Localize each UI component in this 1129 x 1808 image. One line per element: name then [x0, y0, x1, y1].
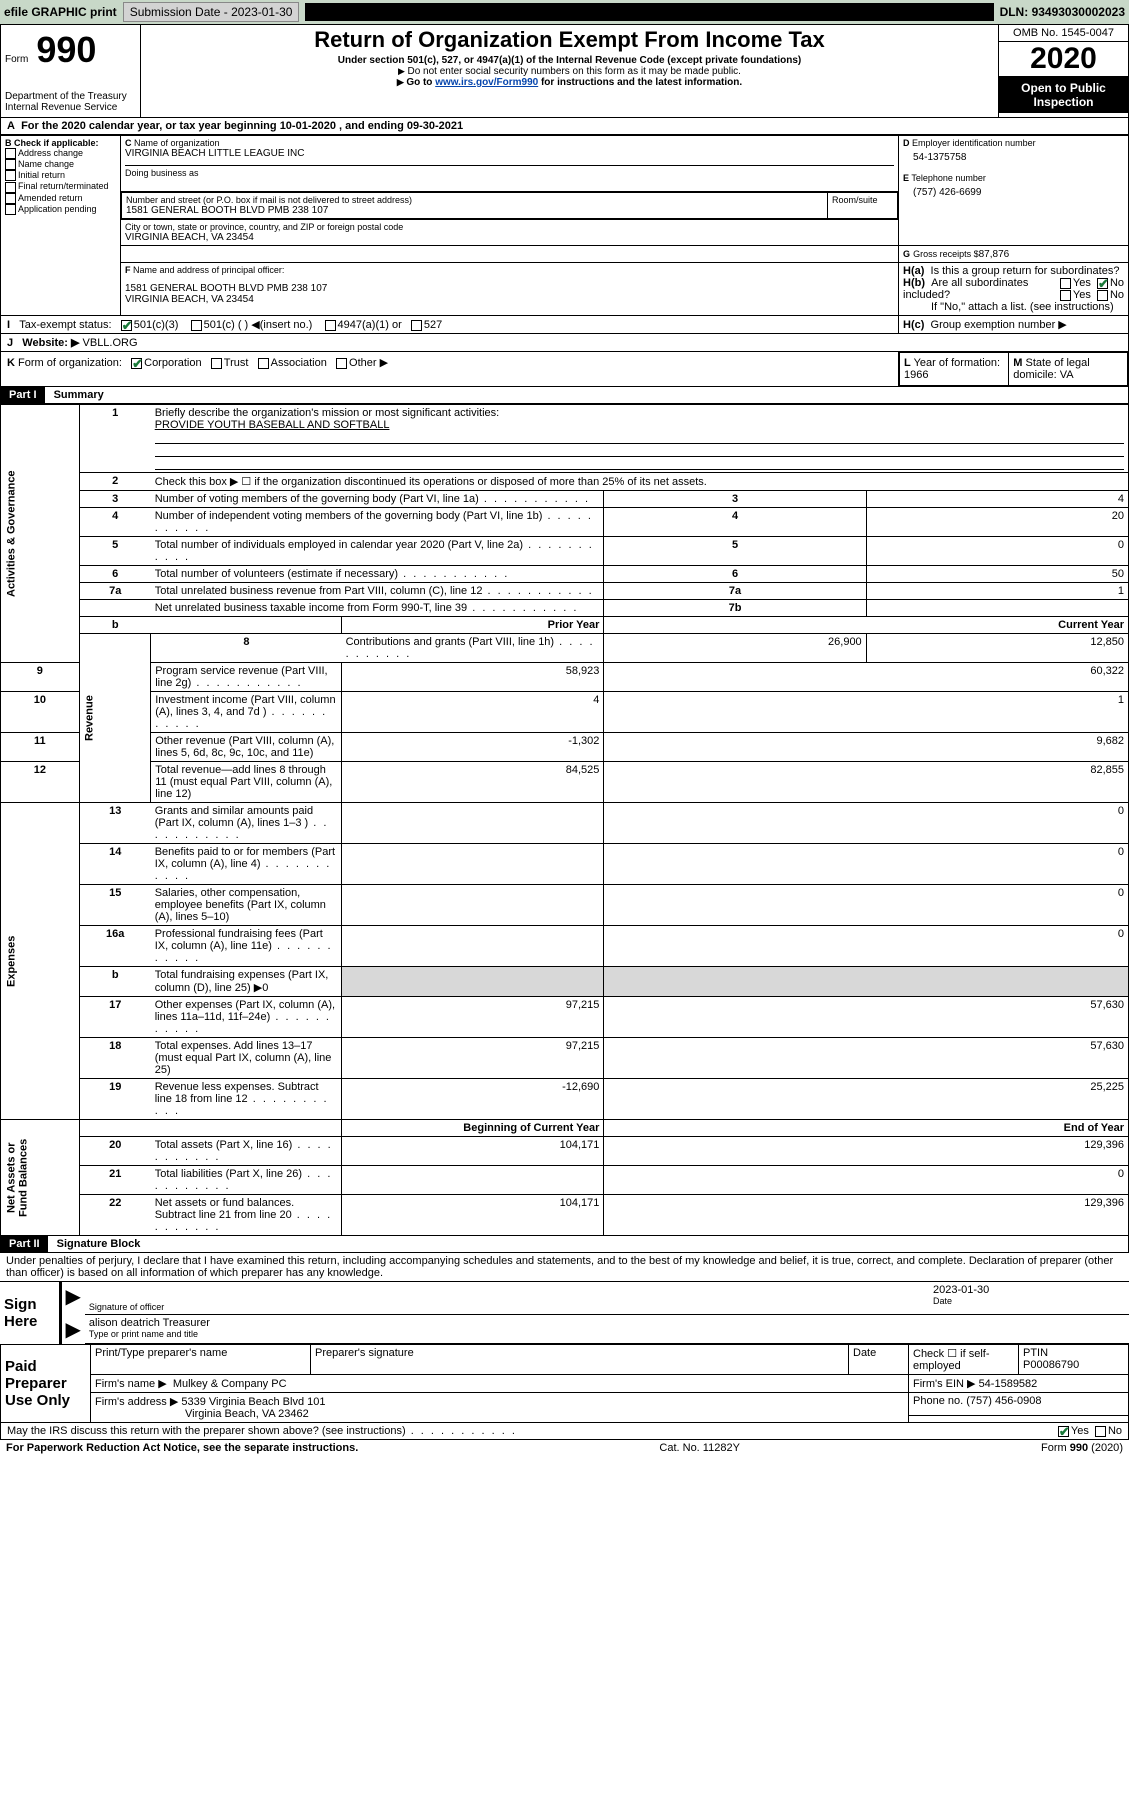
side-revenue: Revenue [79, 634, 151, 803]
discuss-row: May the IRS discuss this return with the… [0, 1423, 1129, 1440]
paid-preparer-block: Paid Preparer Use Only Print/Type prepar… [0, 1344, 1129, 1423]
cb-501c[interactable] [191, 320, 202, 331]
cb-trust[interactable] [211, 358, 222, 369]
side-expenses: Expenses [1, 803, 80, 1120]
cb-app-pending[interactable] [5, 204, 16, 215]
cb-amended[interactable] [5, 193, 16, 204]
open-to-public: Open to Public Inspection [999, 77, 1128, 113]
form-header: Form990 Department of the Treasury Inter… [0, 24, 1129, 118]
form-word: Form [5, 54, 28, 65]
p1-row-5: 5Total number of individuals employed in… [1, 537, 1129, 566]
mission-text: PROVIDE YOUTH BASEBALL AND SOFTBALL [155, 419, 390, 431]
form-number: 990 [28, 25, 104, 74]
section-g: G Gross receipts $87,876 [899, 246, 1129, 263]
section-c-name: C Name of organization VIRGINIA BEACH LI… [121, 136, 899, 192]
section-c-addr: Number and street (or P.O. box if mail i… [121, 192, 899, 246]
cb-hb-yes[interactable] [1060, 290, 1071, 301]
cb-address-change[interactable] [5, 148, 16, 159]
omb-number: OMB No. 1545-0047 [999, 25, 1128, 41]
section-k: K Form of organization: Corporation Trus… [1, 352, 899, 387]
page-footer: For Paperwork Reduction Act Notice, see … [0, 1440, 1129, 1456]
tax-year: 2020 [999, 41, 1128, 77]
p1-row-6: 6Total number of volunteers (estimate if… [1, 566, 1129, 583]
row-a-period: A For the 2020 calendar year, or tax yea… [0, 118, 1129, 135]
efile-topbar: efile GRAPHIC print Submission Date - 20… [0, 0, 1129, 24]
cb-ha-no[interactable] [1097, 278, 1108, 289]
section-i: I Tax-exempt status: 501(c)(3) 501(c) ( … [1, 316, 899, 334]
form-title: Return of Organization Exempt From Incom… [141, 25, 998, 55]
part1-table: Activities & Governance 1 Briefly descri… [0, 404, 1129, 1236]
cb-initial-return[interactable] [5, 170, 16, 181]
section-j: J Website: ▶ VBLL.ORG [1, 334, 1129, 352]
note-ssn: Do not enter social security numbers on … [141, 66, 998, 77]
cb-527[interactable] [411, 320, 422, 331]
p1-row-7a: 7aTotal unrelated business revenue from … [1, 583, 1129, 600]
side-netassets: Net Assets or Fund Balances [1, 1120, 80, 1236]
cb-hb-no[interactable] [1097, 290, 1108, 301]
section-b: B Check if applicable: Address change Na… [1, 136, 121, 316]
side-activities: Activities & Governance [1, 405, 80, 663]
p1-row-3: 3Number of voting members of the governi… [1, 491, 1129, 508]
section-d-e: D Employer identification number 54-1375… [899, 136, 1129, 246]
sign-here-block: Sign Here ▶ Signature of officer 2023-01… [0, 1281, 1129, 1344]
efile-label: efile GRAPHIC print [4, 5, 117, 19]
telephone: (757) 426-6699 [903, 183, 1124, 198]
section-hc: H(c) Group exemption number ▶ [899, 316, 1129, 334]
cb-other[interactable] [336, 358, 347, 369]
dln: DLN: 93493030002023 [1000, 5, 1125, 19]
part2-header: Part II Signature Block [0, 1236, 1129, 1253]
perjury-declaration: Under penalties of perjury, I declare th… [0, 1253, 1129, 1281]
cb-discuss-no[interactable] [1095, 1426, 1106, 1437]
cb-final-return[interactable] [5, 182, 16, 193]
cb-name-change[interactable] [5, 159, 16, 170]
ein: 54-1375758 [903, 148, 1124, 173]
cb-discuss-yes[interactable] [1058, 1426, 1069, 1437]
cb-ha-yes[interactable] [1060, 278, 1071, 289]
form-subtitle: Under section 501(c), 527, or 4947(a)(1)… [141, 55, 998, 66]
dln-filler [305, 3, 993, 21]
cb-4947[interactable] [325, 320, 336, 331]
cb-corp[interactable] [131, 358, 142, 369]
part1-header: Part I Summary [0, 387, 1129, 404]
cb-assoc[interactable] [258, 358, 269, 369]
section-f: F Name and address of principal officer:… [121, 263, 899, 316]
submission-date-box: Submission Date - 2023-01-30 [123, 2, 300, 22]
section-h: H(a) Is this a group return for subordin… [899, 263, 1129, 316]
irs-link[interactable]: www.irs.gov/Form990 [435, 77, 538, 88]
identity-block: B Check if applicable: Address change Na… [0, 135, 1129, 387]
dept-treasury: Department of the Treasury Internal Reve… [5, 91, 136, 113]
p1-row-4: 4Number of independent voting members of… [1, 508, 1129, 537]
cb-501c3[interactable] [121, 320, 132, 331]
p1-row-7b: Net unrelated business taxable income fr… [1, 600, 1129, 617]
note-goto: Go to www.irs.gov/Form990 for instructio… [141, 77, 998, 88]
